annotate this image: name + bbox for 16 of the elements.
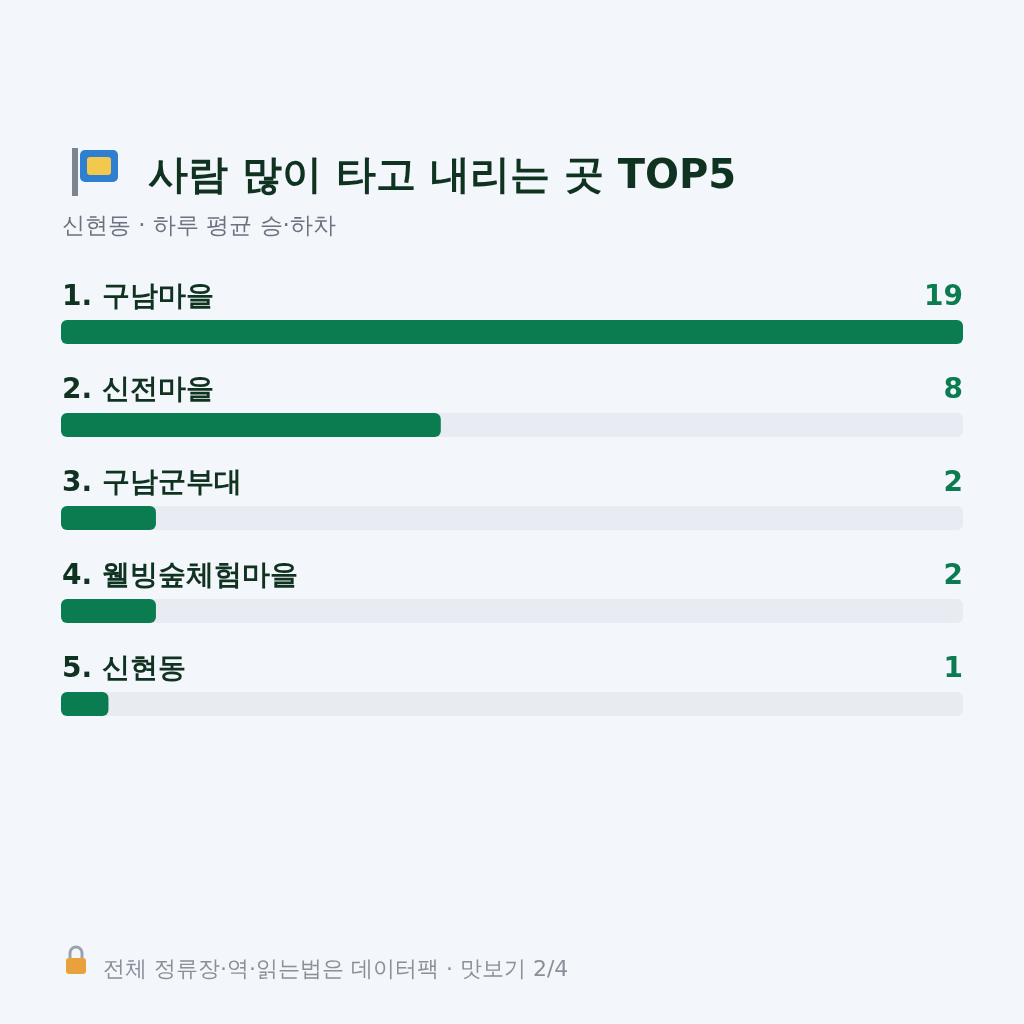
y-tick-label: 5. 신현동 — [62, 651, 186, 684]
y-tick-label: 1. 구남마을 — [62, 279, 214, 312]
chart-subtitle: 신현동 · 하루 평균 승·하차 — [62, 212, 336, 238]
y-tick-label: 2. 신전마을 — [62, 372, 214, 405]
data-label: 1 — [943, 651, 963, 684]
bar — [61, 692, 109, 716]
bar — [61, 599, 156, 623]
y-tick-label: 4. 웰빙숲체험마을 — [62, 558, 298, 591]
text: 전체 정류장·역·읽는법은 데이터팩 · 맛보기 2/4 — [103, 956, 569, 981]
data-label: 8 — [943, 372, 963, 405]
chart-title: 사람 많이 타고 내리는 곳 TOP5 — [148, 151, 737, 197]
data-label: 2 — [943, 465, 963, 498]
bar — [61, 506, 156, 530]
y-tick-label: 3. 구남군부대 — [62, 465, 242, 498]
data-label: 19 — [924, 279, 963, 312]
data-label: 2 — [943, 558, 963, 591]
